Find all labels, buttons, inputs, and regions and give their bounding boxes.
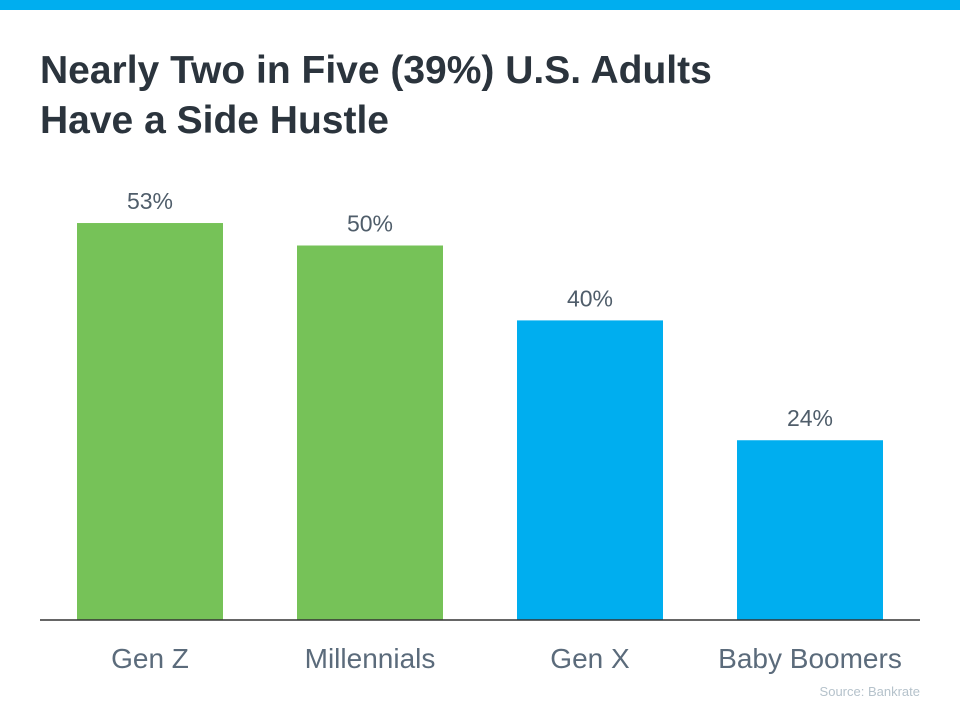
source: Source: Bankrate (820, 684, 920, 699)
value-label: 40% (567, 285, 613, 311)
x-tick-label: Gen X (550, 643, 630, 674)
value-label: 50% (347, 211, 393, 237)
bar (77, 223, 223, 620)
x-tick-label: Gen Z (111, 643, 189, 674)
x-tick-label: Millennials (305, 643, 436, 674)
bar (297, 245, 443, 620)
value-label: 53% (127, 188, 173, 214)
chart-title: Have a Side Hustle (40, 99, 389, 142)
chart-title: Nearly Two in Five (39%) U.S. Adults (40, 49, 712, 92)
value-label: 24% (787, 405, 833, 431)
top-band (0, 0, 960, 10)
bar (737, 440, 883, 620)
bar (517, 320, 663, 620)
x-tick-label: Baby Boomers (718, 643, 902, 674)
